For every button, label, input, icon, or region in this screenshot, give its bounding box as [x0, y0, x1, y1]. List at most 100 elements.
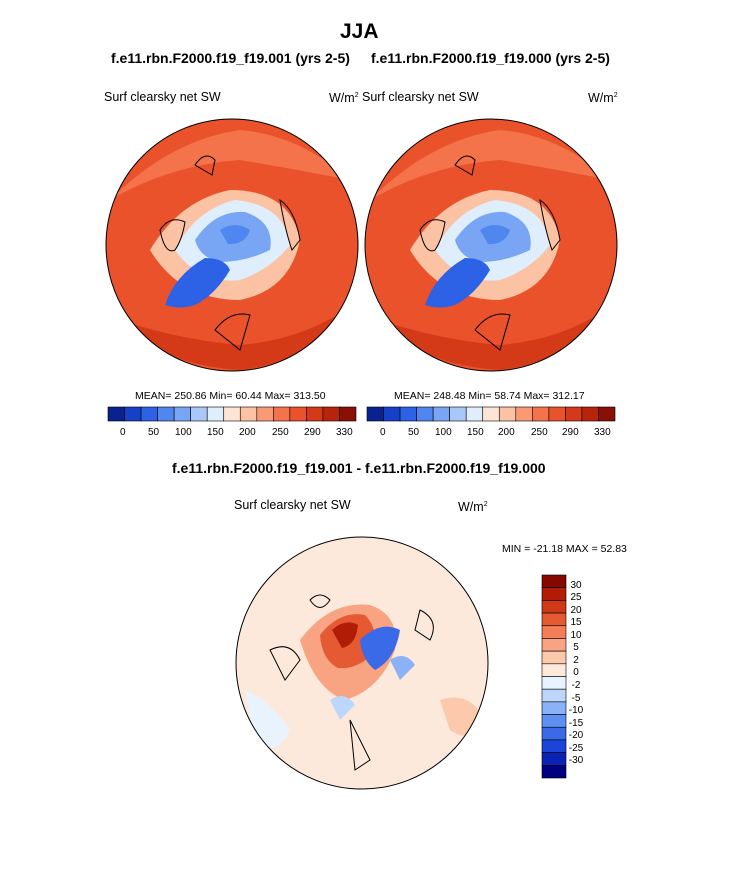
- right-colorbar-box: [383, 406, 401, 422]
- right-colorbar-box: [432, 406, 450, 422]
- left-map-south-band: [120, 310, 345, 370]
- diff-tick: -30: [568, 755, 584, 766]
- diff-colorbar-box: [541, 600, 567, 614]
- diff-tick: 20: [570, 605, 582, 616]
- diff-tick: 10: [570, 630, 582, 641]
- left-map-ice-deep: [220, 225, 250, 245]
- diff-tick: 2: [573, 655, 579, 666]
- right-tick: 200: [498, 427, 515, 438]
- diff-tick: 5: [573, 642, 579, 653]
- left-map-band: [110, 130, 350, 200]
- right-colorbar-box: [581, 406, 599, 422]
- diff-tick: -10: [568, 705, 584, 716]
- right-colorbar-box: [482, 406, 500, 422]
- diff-colorbar: [541, 574, 567, 779]
- diff-colorbar-box: [541, 663, 567, 677]
- left-colorbar-box: [239, 406, 258, 422]
- right-map-greenland: [425, 258, 490, 308]
- diff-map-cool-core: [360, 626, 400, 670]
- right-units: W/m2: [588, 91, 618, 105]
- right-colorbar-box: [366, 406, 384, 422]
- diff-map-hotspot: [332, 622, 358, 648]
- left-tick: 330: [336, 427, 353, 438]
- diff-colorbar-box: [541, 739, 567, 753]
- diff-tick: -5: [571, 693, 581, 704]
- left-colorbar-box: [223, 406, 241, 422]
- diff-tick: -20: [568, 730, 584, 741]
- diff-colorbar-box: [541, 688, 567, 703]
- right-case-title: f.e11.rbn.F2000.f19_f19.000 (yrs 2-5): [371, 50, 610, 66]
- right-tick: 250: [531, 427, 548, 438]
- left-colorbar: [107, 406, 357, 422]
- left-tick: 200: [239, 427, 256, 438]
- right-colorbar-box: [465, 406, 484, 422]
- diff-map-cool-patch: [390, 656, 415, 680]
- diff-colorbar-box: [541, 612, 567, 627]
- diff-field-label: Surf clearsky net SW: [234, 498, 351, 512]
- left-map-border: [105, 118, 359, 372]
- left-field-label: Surf clearsky net SW: [104, 90, 221, 104]
- left-tick: 0: [120, 427, 126, 438]
- left-tick: 290: [304, 427, 321, 438]
- left-colorbar-box: [157, 406, 175, 422]
- right-colorbar-box: [416, 406, 434, 422]
- diff-tick: 15: [570, 617, 582, 628]
- left-map: [106, 119, 358, 371]
- diff-colorbar-box: [541, 650, 567, 665]
- left-map-greenland: [165, 258, 230, 308]
- left-colorbar-box: [289, 406, 307, 422]
- right-tick: 50: [408, 427, 420, 438]
- left-stats: MEAN= 250.86 Min= 60.44 Max= 313.50: [135, 390, 326, 402]
- diff-colorbar-box: [541, 638, 567, 652]
- right-map-ice-deep: [480, 225, 510, 245]
- left-tick: 150: [207, 427, 224, 438]
- left-colorbar-box: [124, 406, 142, 422]
- left-colorbar-box: [273, 406, 291, 422]
- diff-map-cool-south: [330, 696, 355, 720]
- diff-tick: 30: [570, 580, 582, 591]
- diff-map-border: [235, 536, 489, 790]
- page-title: JJA: [340, 20, 379, 43]
- right-tick: 0: [380, 427, 386, 438]
- left-colorbar-box: [140, 406, 158, 422]
- left-colorbar-box: [306, 406, 324, 422]
- diff-colorbar-box: [541, 714, 567, 728]
- left-colorbar-box: [322, 406, 340, 422]
- diff-tick: -15: [568, 718, 584, 729]
- diff-tick: 0: [573, 667, 579, 678]
- right-map-south-band: [380, 310, 605, 370]
- diff-units: W/m2: [458, 500, 488, 514]
- left-colorbar-box: [173, 406, 191, 422]
- right-colorbar-box: [598, 406, 616, 422]
- right-map-border: [364, 118, 618, 372]
- diff-colorbar-box: [541, 574, 567, 588]
- diff-map: [236, 537, 488, 789]
- right-tick: 330: [594, 427, 611, 438]
- right-colorbar-box: [532, 406, 550, 422]
- right-map-coastlines: [419, 155, 561, 351]
- right-colorbar-box: [399, 406, 417, 422]
- right-tick: 100: [435, 427, 452, 438]
- right-stats: MEAN= 248.48 Min= 58.74 Max= 312.17: [394, 390, 585, 402]
- right-colorbar: [366, 406, 616, 422]
- left-colorbar-box: [256, 406, 274, 422]
- left-case-title: f.e11.rbn.F2000.f19_f19.001 (yrs 2-5): [111, 50, 350, 66]
- diff-tick: -2: [571, 680, 581, 691]
- left-tick: 50: [148, 427, 160, 438]
- diff-colorbar-box: [541, 752, 567, 766]
- diff-map-coastlines: [269, 594, 434, 771]
- left-colorbar-box: [107, 406, 125, 422]
- diff-colorbar-box: [541, 726, 567, 741]
- right-field-label: Surf clearsky net SW: [362, 90, 479, 104]
- right-colorbar-box: [515, 406, 533, 422]
- diff-colorbar-box: [541, 676, 567, 690]
- right-map: [365, 119, 617, 371]
- left-colorbar-box: [206, 406, 225, 422]
- left-colorbar-box: [339, 406, 357, 422]
- right-tick: 150: [467, 427, 484, 438]
- right-colorbar-box: [449, 406, 467, 422]
- diff-stats: MIN = -21.18 MAX = 52.83: [502, 543, 627, 555]
- left-colorbar-box: [190, 406, 208, 422]
- diff-tick: -25: [568, 743, 584, 754]
